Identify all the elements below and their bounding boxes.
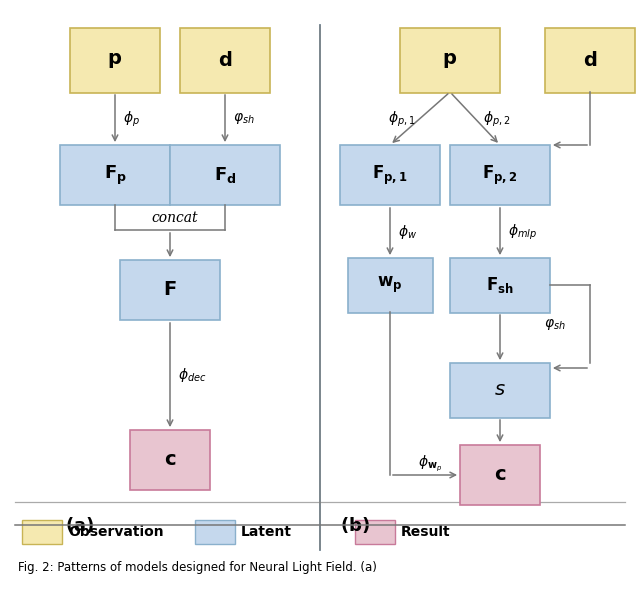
Text: $\mathbf{c}$: $\mathbf{c}$ <box>164 451 176 469</box>
FancyBboxPatch shape <box>355 520 395 544</box>
FancyBboxPatch shape <box>460 445 540 505</box>
FancyBboxPatch shape <box>450 362 550 418</box>
Text: $\mathbf{p}$: $\mathbf{p}$ <box>442 51 458 70</box>
FancyBboxPatch shape <box>450 145 550 205</box>
Text: $\mathbf{F_{sh}}$: $\mathbf{F_{sh}}$ <box>486 275 514 295</box>
Text: $\mathbf{p}$: $\mathbf{p}$ <box>108 51 122 70</box>
Text: $\varphi_{sh}$: $\varphi_{sh}$ <box>233 112 255 126</box>
Text: $\mathbf{d}$: $\mathbf{d}$ <box>583 51 597 70</box>
Text: Result: Result <box>401 525 451 539</box>
Text: $\phi_{\mathbf{w}_p}$: $\phi_{\mathbf{w}_p}$ <box>418 453 442 473</box>
Text: Latent: Latent <box>241 525 292 539</box>
FancyBboxPatch shape <box>170 145 280 205</box>
FancyBboxPatch shape <box>130 430 210 490</box>
Text: $\mathbf{(a)}$: $\mathbf{(a)}$ <box>65 515 95 535</box>
Text: $\mathbf{F_{p,1}}$: $\mathbf{F_{p,1}}$ <box>372 163 408 186</box>
Text: $\mathbf{F_d}$: $\mathbf{F_d}$ <box>214 165 236 185</box>
Text: $\phi_{p,1}$: $\phi_{p,1}$ <box>388 109 416 129</box>
Text: $\phi_{p,2}$: $\phi_{p,2}$ <box>483 109 511 129</box>
FancyBboxPatch shape <box>120 260 220 320</box>
FancyBboxPatch shape <box>400 28 500 93</box>
Text: Fig. 2: Patterns of models designed for Neural Light Field. (a): Fig. 2: Patterns of models designed for … <box>18 562 377 575</box>
Text: $\phi_{mlp}$: $\phi_{mlp}$ <box>508 222 537 242</box>
FancyBboxPatch shape <box>348 257 433 313</box>
FancyBboxPatch shape <box>180 28 270 93</box>
Text: $\phi_p$: $\phi_p$ <box>123 109 140 129</box>
FancyBboxPatch shape <box>195 520 235 544</box>
FancyBboxPatch shape <box>70 28 160 93</box>
Text: Observation: Observation <box>68 525 164 539</box>
Text: $\phi_w$: $\phi_w$ <box>398 223 417 241</box>
Text: $\mathbf{(b)}$: $\mathbf{(b)}$ <box>340 515 370 535</box>
FancyBboxPatch shape <box>340 145 440 205</box>
Text: $\mathbf{d}$: $\mathbf{d}$ <box>218 51 232 70</box>
Text: $\mathbf{F_{p,2}}$: $\mathbf{F_{p,2}}$ <box>482 163 518 186</box>
FancyBboxPatch shape <box>22 520 62 544</box>
FancyBboxPatch shape <box>545 28 635 93</box>
Text: $\mathbf{F}$: $\mathbf{F}$ <box>163 281 177 299</box>
Text: $\mathbf{F_p}$: $\mathbf{F_p}$ <box>104 163 127 186</box>
FancyBboxPatch shape <box>450 257 550 313</box>
Text: $\phi_{dec}$: $\phi_{dec}$ <box>178 366 207 384</box>
Text: concat: concat <box>152 211 198 225</box>
Text: $\mathit{s}$: $\mathit{s}$ <box>494 381 506 399</box>
Text: $\varphi_{sh}$: $\varphi_{sh}$ <box>544 316 566 332</box>
FancyBboxPatch shape <box>60 145 170 205</box>
Text: $\mathbf{c}$: $\mathbf{c}$ <box>494 466 506 484</box>
Text: $\mathbf{w_p}$: $\mathbf{w_p}$ <box>378 275 403 295</box>
